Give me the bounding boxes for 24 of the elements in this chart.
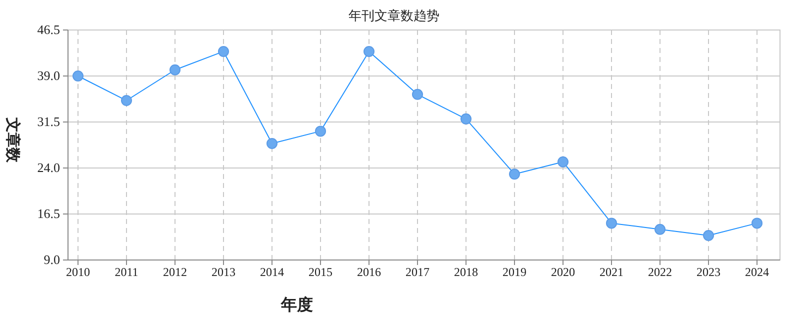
x-tick-label: 2017 bbox=[406, 265, 430, 279]
x-axis-title: 年度 bbox=[280, 295, 313, 314]
y-tick-label: 39.0 bbox=[37, 68, 60, 83]
x-tick-label: 2010 bbox=[66, 265, 90, 279]
chart-title: 年刊文章数趋势 bbox=[348, 8, 440, 23]
x-tick-label: 2011 bbox=[114, 265, 138, 279]
x-tick-label: 2021 bbox=[600, 265, 624, 279]
x-tick-label: 2018 bbox=[454, 265, 478, 279]
x-tick-label: 2012 bbox=[163, 265, 187, 279]
y-tick-label: 16.5 bbox=[37, 206, 60, 221]
y-tick-label: 31.5 bbox=[37, 114, 60, 129]
y-tick-label: 46.5 bbox=[37, 22, 60, 37]
x-tick-label: 2013 bbox=[212, 265, 236, 279]
x-tick-label: 2023 bbox=[696, 265, 720, 279]
x-tick-label: 2014 bbox=[260, 265, 284, 279]
x-tick-label: 2024 bbox=[745, 265, 769, 279]
x-tick-label: 2020 bbox=[551, 265, 575, 279]
x-tick-label: 2016 bbox=[357, 265, 381, 279]
y-tick-label: 24.0 bbox=[37, 160, 60, 175]
y-axis-title: 文章数 bbox=[4, 116, 22, 164]
y-tick-label: 9.0 bbox=[44, 252, 60, 267]
x-tick-label: 2022 bbox=[648, 265, 672, 279]
x-tick-label: 2015 bbox=[308, 265, 332, 279]
x-tick-label: 2019 bbox=[502, 265, 526, 279]
